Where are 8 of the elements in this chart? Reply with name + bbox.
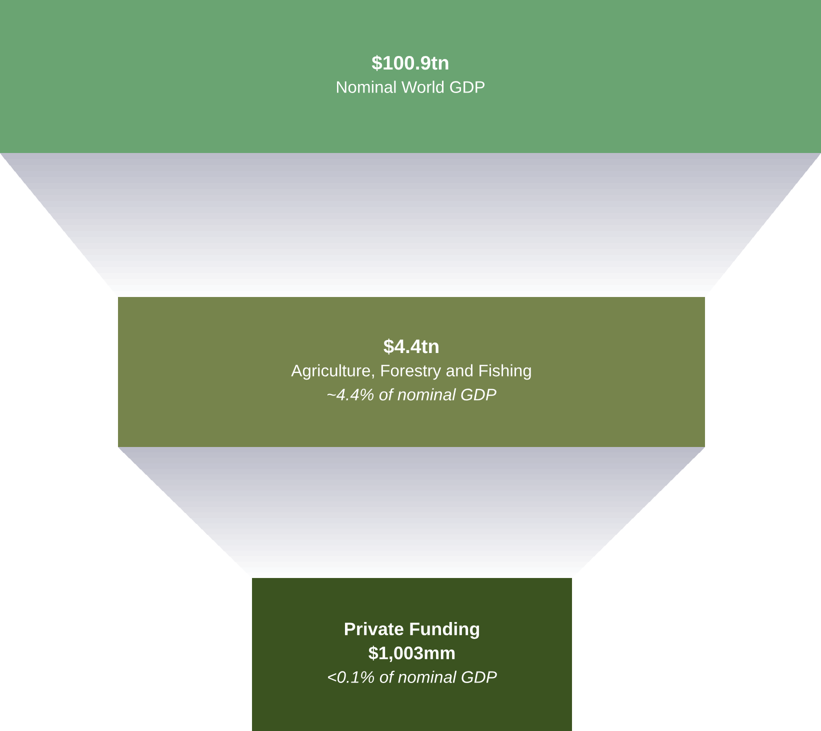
category-label: Private Funding — [344, 622, 480, 639]
data-label: $1,003mm — [368, 646, 455, 662]
data-label: $4.4tn — [384, 338, 438, 354]
text: <0.1% of nominal GDP — [328, 670, 497, 683]
data-label: $100.9tn — [372, 55, 448, 71]
text: ~4.4% of nominal GDP — [327, 388, 496, 400]
category-label: Agriculture, Forestry and Fishing — [291, 364, 531, 380]
category-label: Nominal World GDP — [337, 80, 484, 93]
